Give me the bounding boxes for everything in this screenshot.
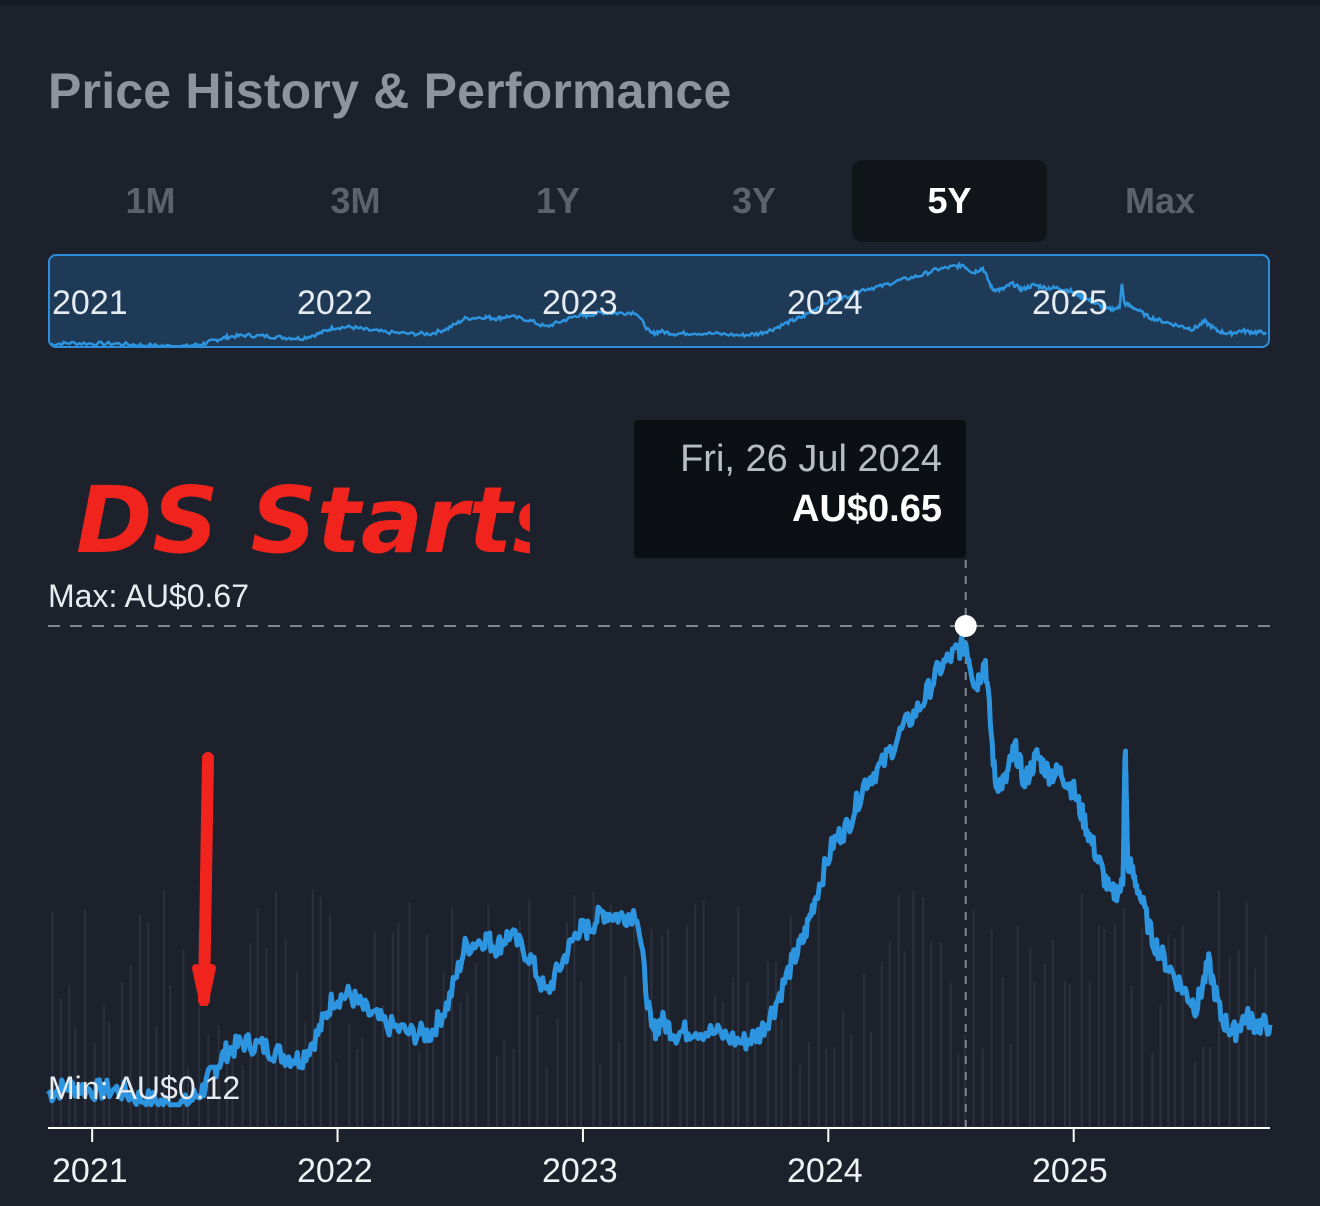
tab-5y[interactable]: 5Y [852, 160, 1047, 242]
navigator-sparkline [50, 261, 1267, 346]
price-tooltip: Fri, 26 Jul 2024 AU$0.65 [634, 420, 966, 558]
navigator-year-label: 2023 [542, 284, 618, 322]
navigator-year-label: 2021 [52, 284, 128, 322]
tab-1m[interactable]: 1M [125, 180, 176, 221]
tab-3y[interactable]: 3Y [731, 180, 777, 221]
price-series-line [46, 633, 1273, 1108]
top-divider [0, 0, 1320, 6]
hand-annotation: DS Starts [76, 467, 530, 1006]
x-tick-label: 2024 [787, 1152, 863, 1190]
tab-max[interactable]: Max [1124, 180, 1196, 221]
hover-point [954, 615, 977, 637]
tooltip-date: Fri, 26 Jul 2024 [680, 438, 942, 480]
x-tick-label: 2022 [297, 1152, 373, 1190]
navigator-year-label: 2022 [297, 284, 373, 322]
x-axis-ticks [91, 1128, 1075, 1142]
max-price-label: Max: AU$0.67 [48, 578, 249, 614]
page-title: Price History & Performance [48, 63, 732, 119]
navigator-series-line [50, 261, 1267, 346]
min-price-label: Min: AU$0.12 [48, 1070, 241, 1106]
navigator-year-label: 2025 [1032, 284, 1108, 322]
navigator-year-label: 2024 [787, 284, 863, 322]
range-navigator[interactable]: 2021 2022 2023 2024 2025 [48, 254, 1270, 348]
tab-1y[interactable]: 1Y [535, 180, 581, 221]
down-arrow-icon [192, 752, 216, 1006]
volume-bars [51, 889, 1267, 1128]
x-tick-label: 2023 [542, 1152, 618, 1190]
range-tabs: 1M 3M 1Y 3Y 5Y Max [48, 160, 1272, 242]
x-tick-label: 2025 [1032, 1152, 1108, 1190]
tab-3m[interactable]: 3M [330, 180, 381, 221]
annotation-text: DS Starts [76, 467, 530, 574]
x-tick-label: 2021 [52, 1152, 128, 1190]
tooltip-price: AU$0.65 [792, 488, 942, 530]
